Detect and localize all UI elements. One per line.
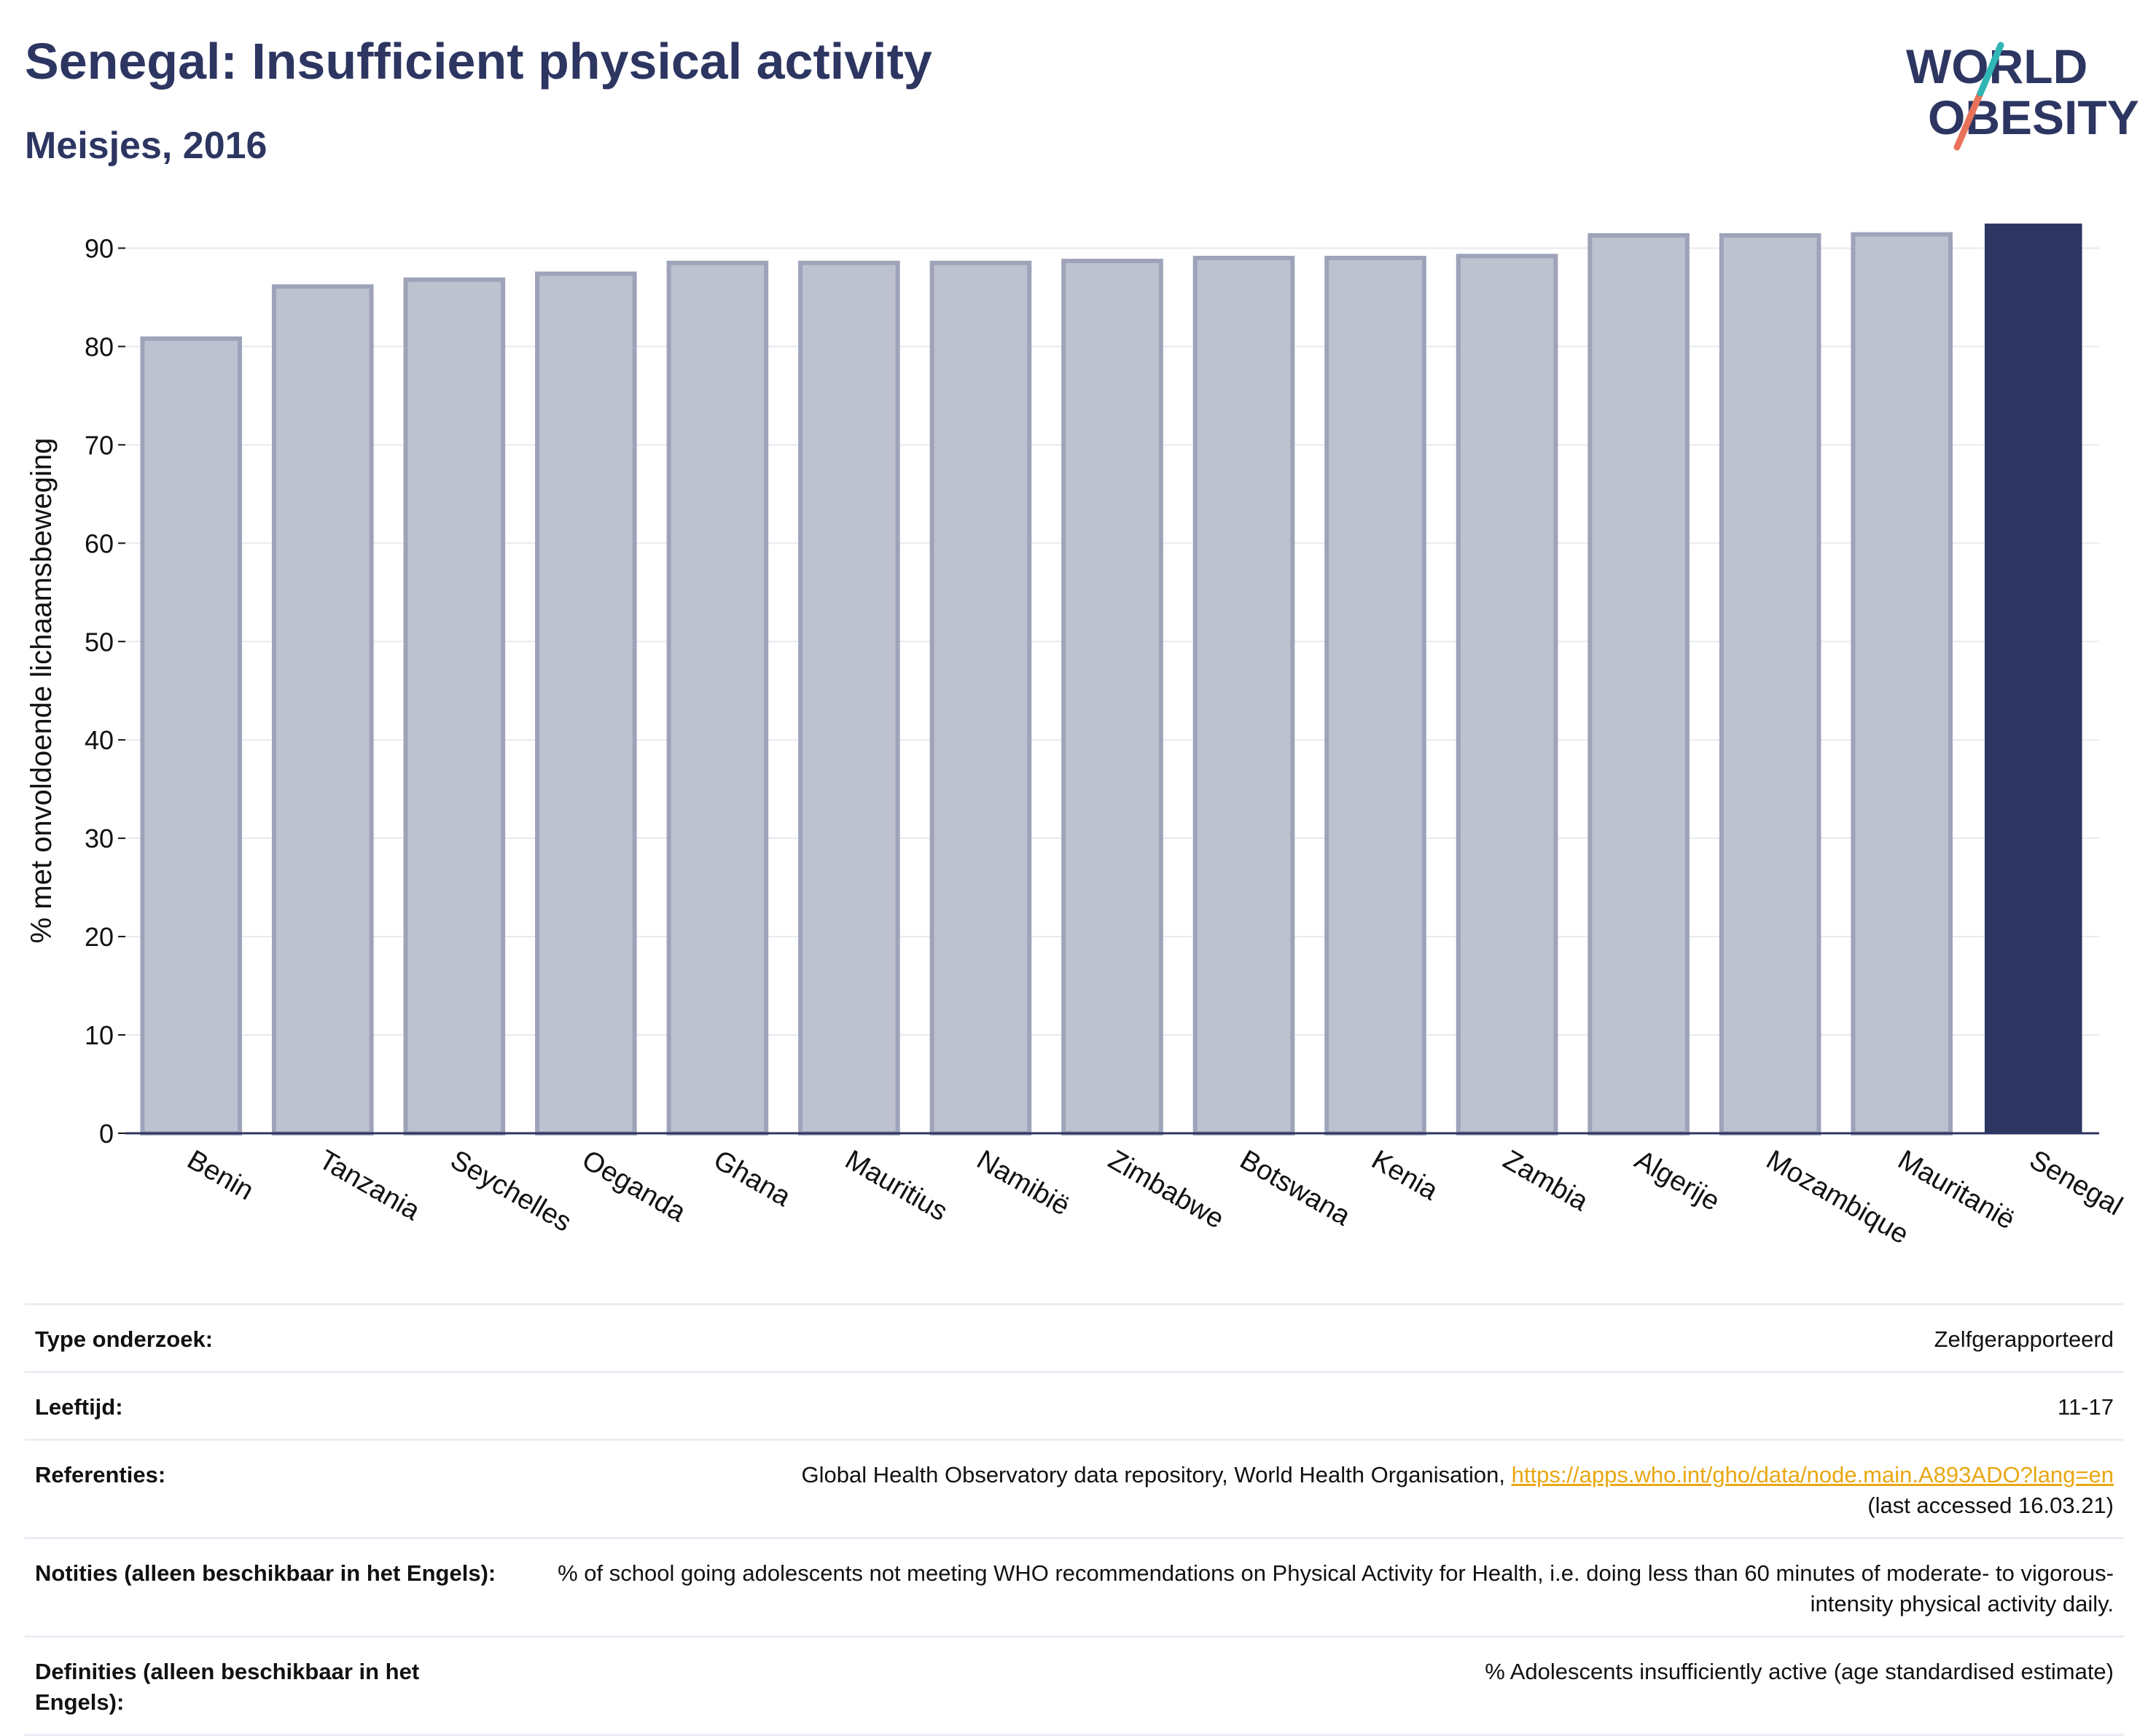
page-title: Senegal: Insufficient physical activity — [25, 33, 932, 90]
meta-row-references: Referenties: Global Health Observatory d… — [25, 1439, 2124, 1537]
bar-mauritius — [798, 260, 900, 1135]
meta-label: Type onderzoek: — [35, 1326, 214, 1352]
bar-mauritanië — [1851, 232, 1953, 1135]
world-obesity-logo: WORLD OBESITY — [1906, 39, 2139, 151]
meta-value: 11-17 — [2058, 1394, 2114, 1420]
y-tick-label: 20 — [85, 922, 114, 952]
metadata-table: Type onderzoek: Zelfgerapporteerd Leefti… — [25, 1303, 2124, 1736]
bar-ghana — [666, 260, 769, 1135]
bar-senegal — [1984, 223, 2082, 1133]
bar-namibië — [929, 260, 1032, 1135]
y-axis-title: % met onvoldoende lichaamsbeweging — [26, 438, 58, 944]
page-subtitle: Meisjes, 2016 — [25, 125, 267, 167]
meta-row-age: Leeftijd: 11-17 — [25, 1371, 2124, 1439]
logo-slash-coral — [1953, 90, 1984, 151]
bar-botswana — [1192, 255, 1295, 1135]
reference-text: Global Health Observatory data repositor… — [801, 1462, 1512, 1487]
bar-seychelles — [403, 277, 506, 1136]
y-tick-label: 50 — [85, 627, 114, 657]
x-tick-label: Botswana — [1235, 1144, 1356, 1232]
reference-link[interactable]: https://apps.who.int/gho/data/node.main.… — [1511, 1462, 2114, 1487]
x-tick-label: Senegal — [2024, 1144, 2128, 1221]
bar-zimbabwe — [1061, 259, 1163, 1136]
x-tick-label: Mauritius — [840, 1144, 953, 1227]
bar-tanzania — [272, 284, 374, 1135]
meta-row-definitions: Definities (alleen beschikbaar in het En… — [25, 1635, 2124, 1736]
x-tick-label: Ghana — [708, 1144, 797, 1213]
x-tick-label: Tanzania — [313, 1144, 425, 1227]
y-tick-label: 90 — [85, 233, 114, 263]
x-tick-label: Oeganda — [577, 1144, 691, 1228]
y-tick-label: 70 — [85, 430, 114, 460]
meta-row-notes: Notities (alleen beschikbaar in het Enge… — [25, 1537, 2124, 1635]
meta-value: Zelfgerapporteerd — [1934, 1326, 2114, 1352]
meta-row-survey-type: Type onderzoek: Zelfgerapporteerd — [25, 1303, 2124, 1371]
bar-algerije — [1587, 232, 1690, 1135]
x-tick-label: Algerije — [1630, 1144, 1725, 1217]
meta-value: % Adolescents insufficiently active (age… — [1485, 1659, 2114, 1684]
meta-label: Definities (alleen beschikbaar in het En… — [35, 1659, 420, 1715]
x-axis-ticks: Benin Tanzania Seychelles Oeganda Ghana Mauri… — [182, 1144, 2128, 1250]
y-axis-ticks: 0 10 20 30 40 50 60 70 80 90 — [85, 233, 125, 1149]
meta-label: Referenties: — [35, 1462, 166, 1487]
bar-oeganda — [535, 271, 637, 1135]
x-tick-label: Mozambique — [1761, 1144, 1913, 1250]
y-tick-label: 30 — [85, 824, 114, 853]
bar-chart: 0 10 20 30 40 50 60 70 80 90 Benin Tanzania Seychel… — [26, 223, 2128, 1251]
bar-benin — [140, 336, 243, 1135]
x-tick-label: Benin — [182, 1144, 259, 1206]
x-tick-label: Zambia — [1498, 1144, 1593, 1217]
reference-accessed: (last accessed 16.03.21) — [1867, 1493, 2114, 1518]
x-tick-label: Kenia — [1367, 1144, 1444, 1206]
meta-label: Leeftijd: — [35, 1394, 123, 1420]
x-tick-label: Seychelles — [445, 1144, 577, 1238]
y-tick-label: 80 — [85, 332, 114, 361]
meta-value: Global Health Observatory data repositor… — [510, 1460, 2114, 1521]
y-tick-label: 10 — [85, 1020, 114, 1050]
meta-label: Notities (alleen beschikbaar in het Enge… — [35, 1560, 496, 1586]
x-tick-label: Namibië — [972, 1144, 1075, 1221]
y-tick-label: 0 — [99, 1119, 114, 1149]
logo-slash-teal — [1977, 42, 2004, 97]
bars — [140, 223, 2082, 1136]
y-tick-label: 40 — [85, 725, 114, 755]
bar-kenia — [1324, 255, 1426, 1135]
meta-value: % of school going adolescents not meetin… — [558, 1560, 2114, 1616]
bar-zambia — [1456, 254, 1558, 1136]
bar-mozambique — [1719, 232, 1821, 1135]
y-tick-label: 60 — [85, 528, 114, 558]
x-tick-label: Zimbabwe — [1104, 1144, 1230, 1235]
